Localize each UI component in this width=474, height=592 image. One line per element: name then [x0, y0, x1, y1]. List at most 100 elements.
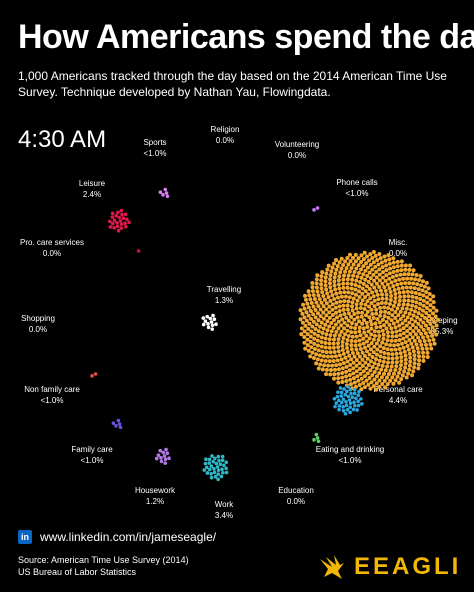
- dot: [116, 210, 120, 215]
- dot: [332, 372, 337, 377]
- dot: [376, 362, 381, 367]
- dot: [361, 336, 366, 341]
- dot: [396, 302, 401, 307]
- dot: [352, 380, 357, 385]
- dot: [351, 273, 356, 278]
- dot: [369, 322, 374, 327]
- dot: [334, 310, 339, 315]
- dot: [349, 266, 354, 271]
- dot: [208, 316, 213, 321]
- dot: [410, 303, 415, 308]
- cluster-eating-and-drinking: [312, 432, 321, 444]
- dot: [314, 352, 319, 357]
- dot: [387, 302, 392, 307]
- dot: [377, 358, 382, 363]
- dot: [314, 322, 319, 327]
- dot: [365, 356, 370, 361]
- dot: [374, 275, 379, 280]
- dot: [374, 311, 379, 316]
- linkedin-url[interactable]: www.linkedin.com/in/jameseagle/: [40, 530, 217, 544]
- category-percent: 0.0%: [287, 497, 305, 506]
- dot: [313, 315, 318, 320]
- dot: [368, 347, 373, 352]
- dot: [384, 273, 389, 278]
- label-housework: Housework 1.2%: [135, 486, 176, 506]
- dot: [359, 397, 363, 401]
- dot: [355, 408, 359, 412]
- dot: [357, 289, 361, 294]
- dot: [354, 266, 359, 271]
- dot: [384, 319, 389, 324]
- dot: [357, 389, 361, 394]
- dot: [374, 325, 379, 330]
- dot: [428, 297, 433, 302]
- dot: [210, 323, 215, 328]
- dot: [367, 315, 372, 320]
- dot: [331, 341, 336, 346]
- dot: [224, 460, 229, 465]
- dot: [330, 265, 335, 270]
- dot: [428, 308, 433, 313]
- dot: [337, 404, 342, 408]
- dot: [385, 382, 390, 387]
- dot: [110, 211, 115, 216]
- dot: [350, 291, 355, 296]
- dot: [417, 306, 422, 311]
- dot: [339, 394, 344, 398]
- dot: [381, 336, 386, 341]
- dot: [393, 296, 398, 301]
- dot: [349, 314, 354, 319]
- dot: [385, 338, 390, 343]
- dot: [357, 319, 362, 324]
- source-line-1: Source: American Time Use Survey (2014): [18, 555, 189, 565]
- dot: [384, 326, 389, 331]
- dot: [418, 297, 423, 302]
- dot: [370, 256, 375, 261]
- dot: [334, 363, 339, 368]
- dot: [403, 263, 408, 268]
- dot: [209, 320, 214, 324]
- dot: [421, 354, 426, 359]
- dot: [374, 289, 379, 294]
- dot: [416, 335, 421, 340]
- dot: [377, 384, 382, 389]
- dot: [328, 298, 333, 303]
- dot: [371, 350, 376, 355]
- dot: [410, 294, 415, 299]
- dot: [312, 331, 317, 336]
- dot: [164, 191, 169, 195]
- label-shopping: Shopping 0.0%: [21, 314, 55, 334]
- dot: [432, 319, 437, 324]
- dot: [403, 310, 408, 315]
- dot: [410, 335, 415, 340]
- dot: [328, 372, 333, 377]
- dot: [357, 338, 362, 343]
- dot: [380, 275, 385, 280]
- dot: [375, 292, 380, 297]
- dot: [380, 281, 385, 286]
- dot: [430, 325, 435, 330]
- dot: [371, 272, 376, 277]
- dot: [311, 312, 316, 317]
- dot: [377, 278, 382, 283]
- dot: [366, 343, 371, 348]
- dot: [383, 301, 388, 306]
- dot: [352, 317, 357, 322]
- dot: [378, 354, 383, 359]
- label-misc: Misc. 0.0%: [389, 238, 408, 258]
- dot: [355, 315, 360, 320]
- dot: [365, 349, 369, 354]
- dot: [397, 323, 402, 328]
- dot: [421, 293, 426, 298]
- dot: [327, 341, 332, 346]
- dot: [417, 339, 422, 344]
- dot: [318, 362, 323, 367]
- dot: [374, 387, 379, 392]
- dot: [330, 313, 335, 318]
- dot: [355, 298, 360, 303]
- logo: EEAGLI: [318, 553, 461, 581]
- dot: [390, 334, 395, 339]
- dot: [399, 355, 404, 360]
- dot: [305, 337, 310, 342]
- dot: [346, 318, 351, 323]
